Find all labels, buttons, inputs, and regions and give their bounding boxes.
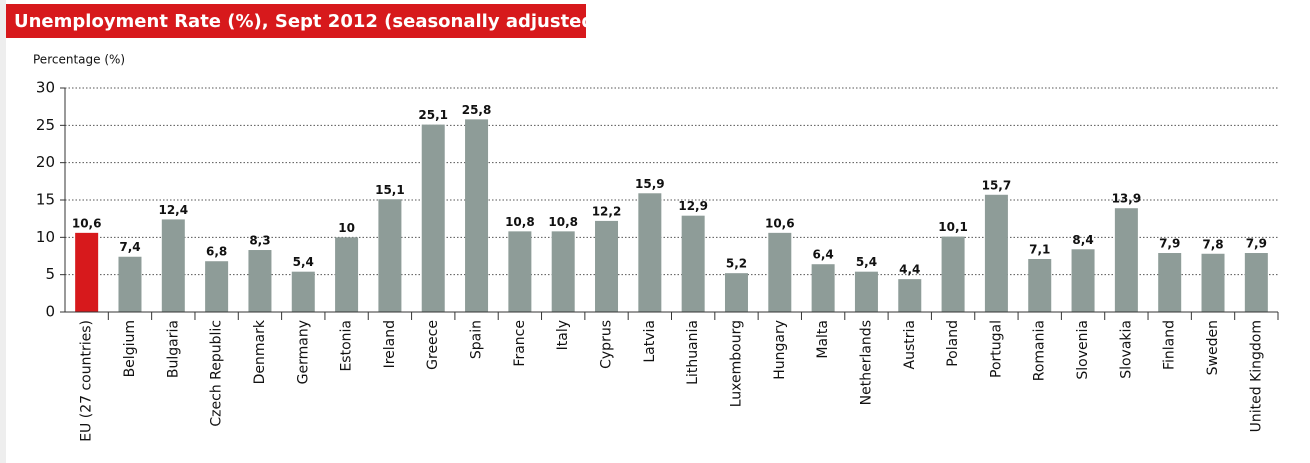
value-label: 12,4 bbox=[158, 203, 188, 217]
x-tick-label: Cyprus bbox=[599, 320, 615, 369]
bar bbox=[551, 231, 575, 312]
bar bbox=[984, 194, 1008, 312]
value-label: 10,8 bbox=[548, 215, 578, 229]
bar bbox=[638, 193, 662, 312]
value-label: 10 bbox=[338, 221, 355, 235]
value-label: 10,6 bbox=[72, 216, 102, 230]
value-label: 7,1 bbox=[1029, 242, 1050, 256]
x-tick-label: Czech Republic bbox=[209, 320, 225, 427]
y-tick-label: 0 bbox=[45, 303, 55, 321]
value-label: 6,8 bbox=[206, 245, 227, 259]
value-label: 25,8 bbox=[462, 103, 492, 117]
bar bbox=[75, 232, 99, 312]
value-label: 7,9 bbox=[1159, 237, 1180, 251]
y-tick-label: 30 bbox=[36, 79, 55, 97]
x-tick-label: Poland bbox=[945, 320, 961, 367]
y-tick-label: 20 bbox=[36, 153, 55, 171]
x-tick-label: Portugal bbox=[988, 320, 1004, 378]
x-tick-label: Finland bbox=[1162, 320, 1178, 370]
value-label: 15,9 bbox=[635, 177, 665, 191]
x-tick-label: Lithuania bbox=[685, 320, 701, 385]
x-tick-label: Denmark bbox=[252, 319, 268, 384]
y-tick-label: 25 bbox=[36, 116, 55, 134]
side-strip bbox=[0, 0, 6, 463]
value-label: 8,3 bbox=[249, 234, 270, 248]
value-label: 4,4 bbox=[899, 263, 920, 277]
value-label: 12,2 bbox=[592, 204, 622, 218]
bar bbox=[768, 232, 792, 312]
bar bbox=[898, 279, 922, 312]
value-label: 8,4 bbox=[1072, 233, 1093, 247]
bar bbox=[1158, 253, 1182, 312]
bar bbox=[248, 250, 272, 312]
x-tick-label: Romania bbox=[1032, 320, 1048, 381]
x-tick-label: Latvia bbox=[642, 320, 658, 363]
x-tick-label: EU (27 countries) bbox=[79, 320, 95, 442]
bar bbox=[161, 219, 185, 312]
y-axis-label: Percentage (%) bbox=[33, 53, 125, 67]
bar bbox=[291, 271, 315, 312]
bar bbox=[1244, 253, 1268, 312]
chart-title: Unemployment Rate (%), Sept 2012 (season… bbox=[14, 11, 603, 32]
bar bbox=[1114, 208, 1138, 312]
bar bbox=[465, 119, 489, 312]
x-tick-label: Estonia bbox=[339, 320, 355, 372]
value-label: 15,7 bbox=[982, 178, 1012, 192]
bar bbox=[941, 236, 965, 312]
bar bbox=[421, 124, 445, 312]
bar bbox=[378, 199, 402, 312]
value-label: 5,4 bbox=[293, 255, 314, 269]
value-label: 12,9 bbox=[678, 199, 708, 213]
x-tick-label: Bulgaria bbox=[165, 320, 181, 378]
x-tick-label: Belgium bbox=[122, 320, 138, 377]
value-label: 5,2 bbox=[726, 257, 747, 271]
x-tick-label: Ireland bbox=[382, 320, 398, 368]
x-tick-label: Germany bbox=[295, 320, 311, 384]
bar bbox=[335, 237, 359, 312]
bar bbox=[118, 256, 142, 312]
bar bbox=[1071, 249, 1095, 312]
bar bbox=[205, 261, 229, 312]
x-tick-label: Slovakia bbox=[1118, 320, 1134, 379]
x-tick-label: Luxembourg bbox=[728, 320, 744, 407]
x-tick-label: United Kingdom bbox=[1248, 320, 1264, 432]
x-tick-label: Greece bbox=[425, 320, 441, 370]
x-tick-label: Austria bbox=[902, 320, 918, 369]
x-tick-label: Malta bbox=[815, 320, 831, 359]
value-label: 6,4 bbox=[812, 248, 833, 262]
value-label: 7,9 bbox=[1246, 237, 1267, 251]
x-tick-label: Italy bbox=[555, 320, 571, 350]
y-tick-label: 15 bbox=[36, 191, 55, 209]
value-label: 5,4 bbox=[856, 255, 877, 269]
title-banner bbox=[6, 4, 586, 38]
y-tick-label: 10 bbox=[36, 228, 55, 246]
bar bbox=[811, 264, 835, 312]
bar bbox=[724, 273, 748, 312]
value-label: 15,1 bbox=[375, 183, 405, 197]
x-tick-label: Netherlands bbox=[858, 320, 874, 405]
bar bbox=[681, 215, 705, 312]
x-tick-label: Sweden bbox=[1205, 320, 1221, 375]
value-label: 13,9 bbox=[1112, 192, 1142, 206]
value-label: 10,6 bbox=[765, 216, 795, 230]
x-tick-label: France bbox=[512, 320, 528, 367]
x-tick-label: Hungary bbox=[772, 320, 788, 380]
value-label: 10,8 bbox=[505, 215, 535, 229]
value-label: 10,1 bbox=[938, 220, 968, 234]
bar bbox=[595, 220, 619, 312]
value-label: 7,8 bbox=[1202, 237, 1223, 251]
value-label: 7,4 bbox=[119, 240, 140, 254]
bar bbox=[508, 231, 532, 312]
y-tick-label: 5 bbox=[45, 265, 55, 283]
value-label: 25,1 bbox=[418, 108, 448, 122]
bar bbox=[1201, 253, 1225, 312]
bar bbox=[854, 271, 878, 312]
x-tick-label: Slovenia bbox=[1075, 320, 1091, 380]
bar bbox=[1028, 258, 1052, 312]
x-tick-label: Spain bbox=[469, 320, 485, 359]
